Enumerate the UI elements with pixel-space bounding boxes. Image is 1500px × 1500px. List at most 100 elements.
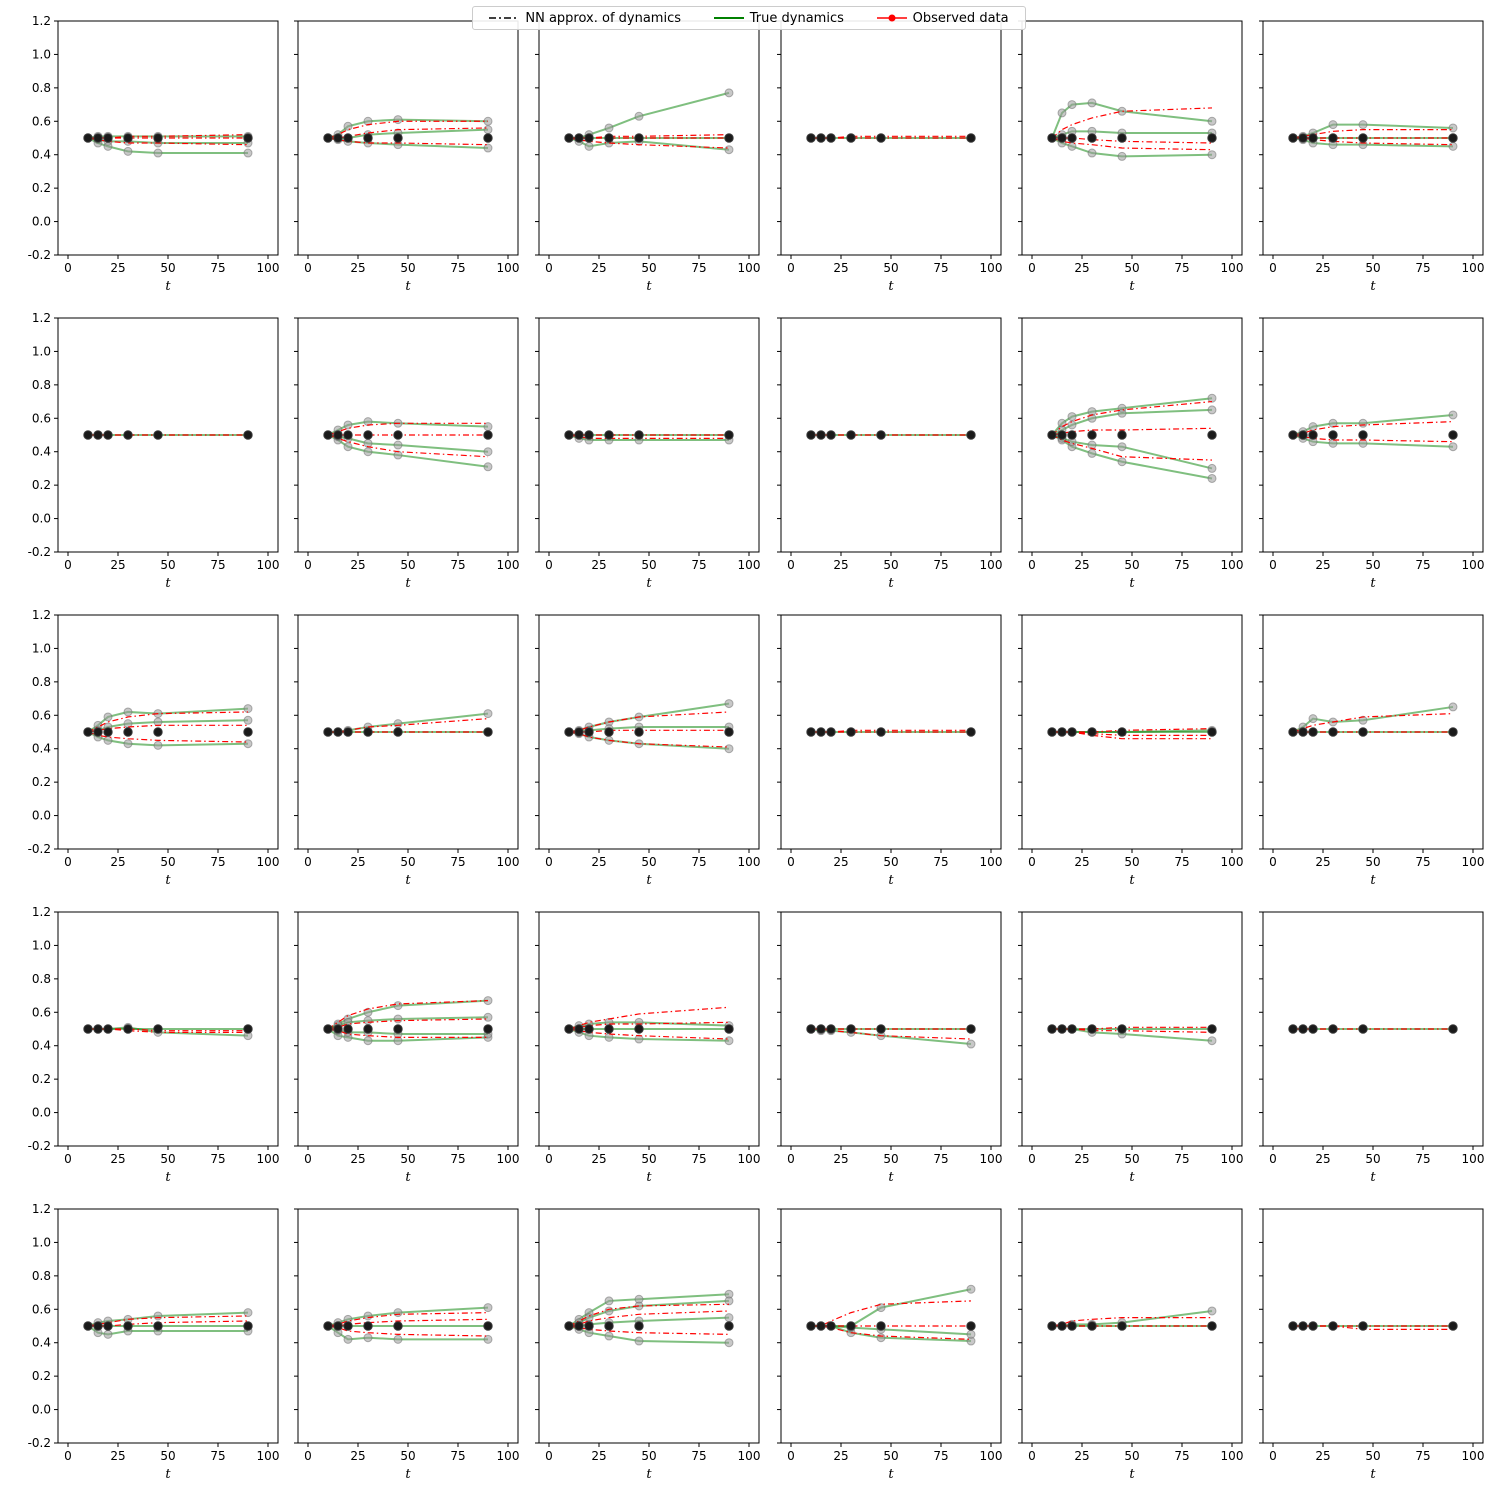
y-tick-label: 0.0: [32, 809, 51, 823]
observed-data-point: [393, 727, 403, 737]
observed-data-point: [93, 430, 103, 440]
x-tick-label: 100: [497, 1152, 520, 1166]
x-tick-label: 0: [64, 855, 72, 869]
x-tick-label: 25: [1074, 855, 1089, 869]
observed-data-point: [564, 430, 574, 440]
x-tick-label: 0: [304, 855, 312, 869]
panel-r1c5: 0 25 50 75 100 t: [1018, 20, 1243, 294]
x-tick-label: 25: [1315, 1449, 1330, 1463]
x-tick-label: 75: [1415, 261, 1430, 275]
x-tick-label: 25: [110, 1152, 125, 1166]
observed-data-point: [1358, 1321, 1368, 1331]
observed-data-point: [876, 1321, 886, 1331]
panel-r3c5: 0 25 50 75 100 t: [1018, 614, 1243, 888]
x-tick-label: 25: [1315, 261, 1330, 275]
x-tick-label: 50: [641, 1152, 656, 1166]
true-dynamics-point: [1448, 123, 1458, 133]
observed-data-point: [846, 1321, 856, 1331]
observed-data-point: [323, 133, 333, 143]
x-axis-label: t: [165, 279, 171, 294]
observed-data-point: [1308, 430, 1318, 440]
observed-data-point: [826, 1321, 836, 1331]
x-tick-label: 25: [1315, 855, 1330, 869]
true-dynamics-point: [1087, 98, 1097, 108]
true-dynamics-point: [393, 1014, 403, 1024]
observed-data-point: [604, 133, 614, 143]
observed-data-point: [83, 1321, 93, 1331]
observed-data-point: [1117, 133, 1127, 143]
x-tick-label: 0: [1269, 855, 1277, 869]
true-dynamics-point: [393, 1308, 403, 1318]
observed-data-point: [363, 133, 373, 143]
x-tick-label: 25: [350, 1152, 365, 1166]
x-tick-label: 50: [400, 261, 415, 275]
observed-data-point: [1358, 727, 1368, 737]
panel-r1c4: 0 25 50 75 100 t: [777, 20, 1002, 294]
observed-data-point: [724, 1321, 734, 1331]
true-dynamics-point: [1087, 440, 1097, 450]
nn-approx-line: [1292, 421, 1454, 436]
panel-r2c3: 0 25 50 75 100 t: [535, 317, 761, 591]
observed-data-point: [83, 727, 93, 737]
observed-data-point: [333, 1321, 343, 1331]
nn-approx-line: [1292, 713, 1454, 733]
panel-r2c4: 0 25 50 75 100 t: [777, 317, 1002, 591]
observed-data-point: [1117, 727, 1127, 737]
observed-data-point: [1057, 727, 1067, 737]
observed-data-point: [363, 1321, 373, 1331]
true-dynamics-point: [584, 141, 594, 151]
x-axis-label: t: [888, 576, 894, 591]
observed-data-point: [1047, 133, 1057, 143]
legend-swatch-true: [713, 17, 744, 19]
observed-data-point: [846, 430, 856, 440]
observed-data-point: [1087, 133, 1097, 143]
true-dynamics-point: [153, 717, 163, 727]
x-tick-label: 25: [350, 1449, 365, 1463]
observed-data-point: [1298, 727, 1308, 737]
observed-data-point: [1047, 430, 1057, 440]
true-dynamics-point: [1057, 108, 1067, 118]
nn-approx-line: [811, 135, 971, 139]
x-tick-label: 75: [691, 1449, 706, 1463]
nn-approx-line: [1051, 107, 1213, 139]
x-tick-label: 0: [64, 558, 72, 572]
observed-data-point: [333, 727, 343, 737]
x-tick-label: 0: [304, 261, 312, 275]
nn-approx-line: [327, 1325, 489, 1337]
x-tick-label: 75: [691, 855, 706, 869]
observed-data-point: [564, 1321, 574, 1331]
nn-approx-line: [568, 1310, 730, 1327]
nn-approx-line: [327, 434, 489, 458]
x-tick-label: 100: [1462, 261, 1485, 275]
y-tick-label: 0.2: [32, 478, 51, 492]
y-tick-label: 1.0: [32, 641, 51, 655]
true-dynamics-point: [123, 707, 133, 717]
observed-data-point: [1298, 1024, 1308, 1034]
x-tick-label: 100: [738, 558, 761, 572]
panel-r4c1: 0 25 50 75 100 t -0.2 0.0 0.2 0.4 0.6 0.8 1.0 1.2: [28, 905, 280, 1185]
x-axis-label: t: [405, 279, 411, 294]
observed-data-point: [584, 1321, 594, 1331]
x-axis-label: t: [405, 873, 411, 888]
true-dynamics-point: [483, 1012, 493, 1022]
true-dynamics-point: [483, 125, 493, 135]
observed-data-point: [876, 727, 886, 737]
true-dynamics-point: [1448, 442, 1458, 452]
true-dynamics-point: [724, 1338, 734, 1348]
observed-data-point: [1207, 430, 1217, 440]
observed-data-point: [1288, 430, 1298, 440]
observed-data-point: [816, 727, 826, 737]
x-axis-label: t: [165, 576, 171, 591]
observed-data-point: [634, 727, 644, 737]
x-axis-label: t: [405, 576, 411, 591]
observed-data-point: [634, 1321, 644, 1331]
x-tick-label: 0: [304, 1449, 312, 1463]
x-axis-label: t: [405, 1170, 411, 1185]
true-dynamics-point: [103, 141, 113, 151]
observed-data-point: [826, 430, 836, 440]
observed-data-point: [393, 1321, 403, 1331]
panel-r2c1: 0 25 50 75 100 t -0.2 0.0 0.2 0.4 0.6 0.8 1.0 1.2: [28, 311, 280, 591]
x-tick-label: 100: [980, 855, 1003, 869]
observed-data-point: [966, 430, 976, 440]
